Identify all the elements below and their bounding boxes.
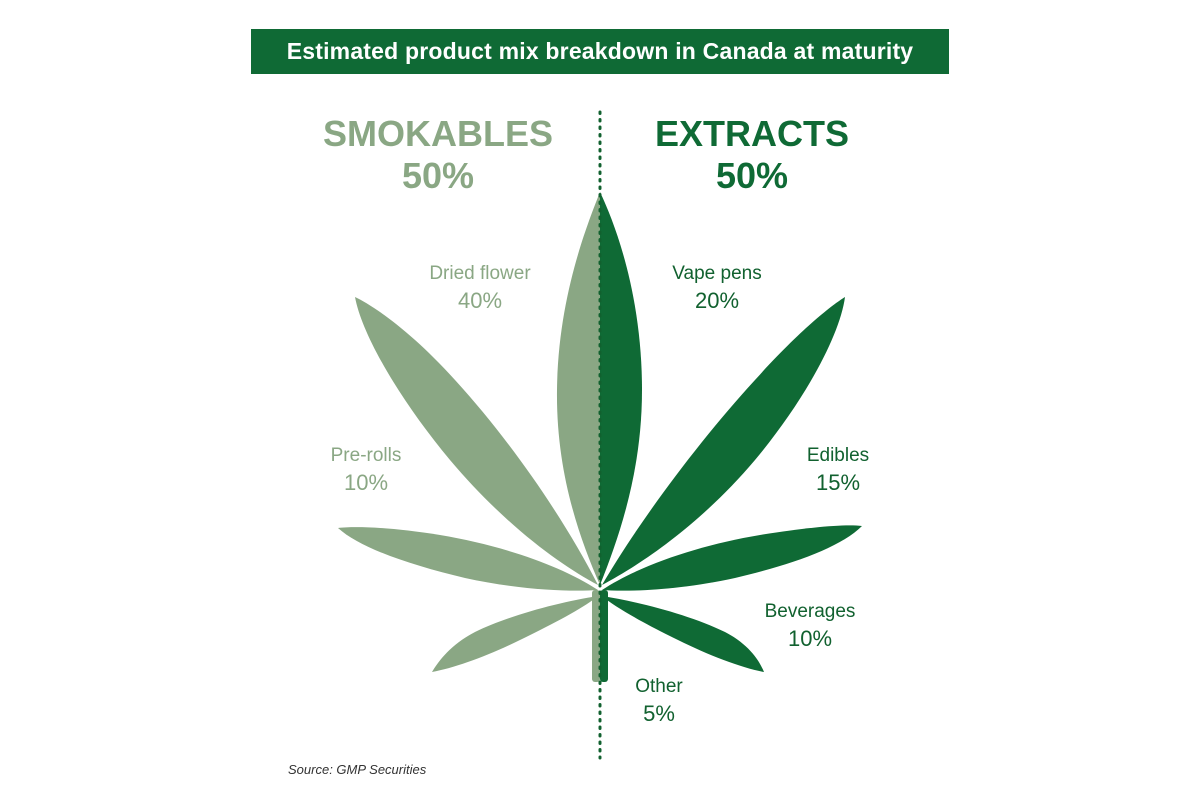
smokables-title: SMOKABLES: [322, 113, 553, 154]
other-leaflet: [602, 596, 764, 672]
pre-rolls-middle-leaflet: [338, 527, 598, 591]
edibles-name: Edibles: [806, 445, 870, 466]
source-note: Source: GMP Securities: [288, 762, 427, 777]
extracts-heading: EXTRACTS 50%: [632, 113, 872, 197]
other-name: Other: [635, 676, 683, 697]
other-percent: 5%: [643, 701, 675, 726]
vape-pens-label: Vape pens 20%: [652, 260, 782, 314]
stem-left: [592, 590, 600, 682]
edibles-label: Edibles 15%: [778, 442, 898, 496]
pre-rolls-label: Pre-rolls 10%: [306, 442, 426, 496]
beverages-label: Beverages 10%: [748, 598, 872, 652]
smokables-heading: SMOKABLES 50%: [318, 113, 558, 197]
smokables-leaf-half: [338, 192, 600, 682]
stem-right: [600, 590, 608, 682]
extracts-title: EXTRACTS: [654, 113, 849, 154]
vape-pens-percent: 20%: [694, 288, 740, 313]
beverages-name: Beverages: [764, 601, 856, 622]
dried-flower-name: Dried flower: [429, 263, 531, 284]
vape-pens-leaflet: [600, 192, 642, 585]
beverages-percent: 10%: [787, 626, 833, 651]
edibles-percent: 15%: [815, 470, 861, 495]
pre-rolls-name: Pre-rolls: [330, 445, 402, 466]
other-label: Other 5%: [619, 673, 699, 727]
pre-rolls-lower-leaflet: [432, 596, 598, 672]
smokables-percent: 50%: [401, 155, 475, 196]
vape-pens-name: Vape pens: [672, 263, 762, 284]
pre-rolls-percent: 10%: [343, 470, 389, 495]
beverages-leaflet: [602, 525, 862, 591]
extracts-percent: 50%: [715, 155, 789, 196]
edibles-leaflet: [602, 297, 845, 585]
pre-rolls-upper-leaflet: [355, 297, 598, 585]
extracts-leaf-half: [600, 192, 862, 682]
dried-flower-percent: 40%: [457, 288, 503, 313]
dried-flower-leaflet: [556, 192, 600, 585]
chart-title: Estimated product mix breakdown in Canad…: [251, 29, 949, 74]
dried-flower-label: Dried flower 40%: [400, 260, 560, 314]
